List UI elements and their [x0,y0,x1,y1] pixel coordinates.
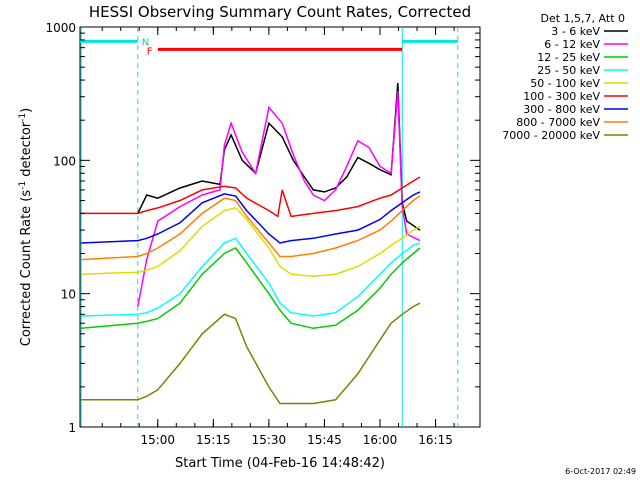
legend-label-3: 25 - 50 keV [537,64,600,77]
legend-label-6: 300 - 800 keV [523,103,600,116]
x-tick-label-1: 15:15 [196,433,231,447]
chart-title: HESSI Observing Summary Count Rates, Cor… [89,3,471,21]
series-line-8 [81,302,421,405]
legend-label-4: 50 - 100 keV [530,77,600,90]
plot-frame [79,26,481,428]
legend-title: Det 1,5,7, Att 0 [541,12,625,25]
legend-label-0: 3 - 6 keV [551,25,600,38]
timestamp: 6-Oct-2017 02:49 [565,467,636,476]
y-tick-label-2: 100 [53,154,76,168]
x-tick-label-5: 16:15 [418,433,453,447]
series-line-3 [81,237,421,317]
legend-label-5: 100 - 300 keV [523,90,600,103]
y-tick-label-0: 1 [68,421,76,435]
x-tick-label-0: 15:00 [140,433,175,447]
y-tick-label-1: 10 [61,288,76,302]
legend-label-2: 12 - 25 keV [537,51,600,64]
x-axis-label: Start Time (04-Feb-16 14:48:42) [175,456,385,471]
x-tick-label-3: 15:45 [307,433,342,447]
x-tick-label-2: 15:30 [252,433,287,447]
y-axis-label: Corrected Count Rate (s-1 detector-1) [18,108,34,346]
series-line-4 [81,207,421,278]
legend-label-1: 6 - 12 keV [544,38,600,51]
x-tick-label-4: 16:00 [363,433,398,447]
series-line-5 [81,176,421,218]
flare-marker-f: F [147,46,153,57]
series-line-7 [81,195,421,261]
series-line-2 [81,247,421,330]
legend-label-7: 800 - 7000 keV [516,116,600,129]
night-marker-n: N [142,37,149,48]
series-line-6 [81,191,421,244]
y-tick-label-3: 1000 [45,21,76,35]
legend-label-8: 7000 - 20000 keV [502,129,600,142]
series-line-1 [137,91,421,307]
